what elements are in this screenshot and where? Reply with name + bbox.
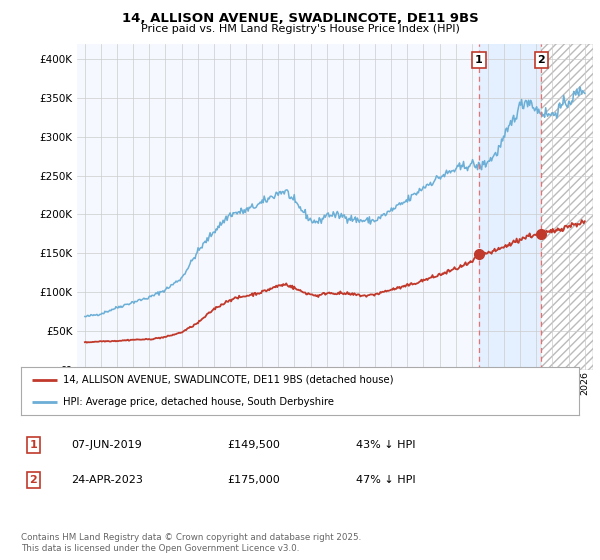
Text: 43% ↓ HPI: 43% ↓ HPI xyxy=(356,440,415,450)
Text: 07-JUN-2019: 07-JUN-2019 xyxy=(71,440,142,450)
Text: £149,500: £149,500 xyxy=(227,440,280,450)
Text: 14, ALLISON AVENUE, SWADLINCOTE, DE11 9BS (detached house): 14, ALLISON AVENUE, SWADLINCOTE, DE11 9B… xyxy=(63,375,394,385)
Text: HPI: Average price, detached house, South Derbyshire: HPI: Average price, detached house, Sout… xyxy=(63,397,334,407)
Text: 2: 2 xyxy=(29,475,37,485)
Bar xyxy=(479,44,541,370)
Bar xyxy=(541,44,593,370)
Text: 2: 2 xyxy=(538,55,545,65)
Text: Price paid vs. HM Land Registry's House Price Index (HPI): Price paid vs. HM Land Registry's House … xyxy=(140,24,460,34)
Text: 47% ↓ HPI: 47% ↓ HPI xyxy=(356,475,415,485)
Text: 24-APR-2023: 24-APR-2023 xyxy=(71,475,143,485)
Text: 14, ALLISON AVENUE, SWADLINCOTE, DE11 9BS: 14, ALLISON AVENUE, SWADLINCOTE, DE11 9B… xyxy=(122,12,478,25)
Bar xyxy=(541,44,593,370)
Text: Contains HM Land Registry data © Crown copyright and database right 2025.
This d: Contains HM Land Registry data © Crown c… xyxy=(21,533,361,553)
Text: 1: 1 xyxy=(29,440,37,450)
Text: 1: 1 xyxy=(475,55,483,65)
Text: £175,000: £175,000 xyxy=(227,475,280,485)
